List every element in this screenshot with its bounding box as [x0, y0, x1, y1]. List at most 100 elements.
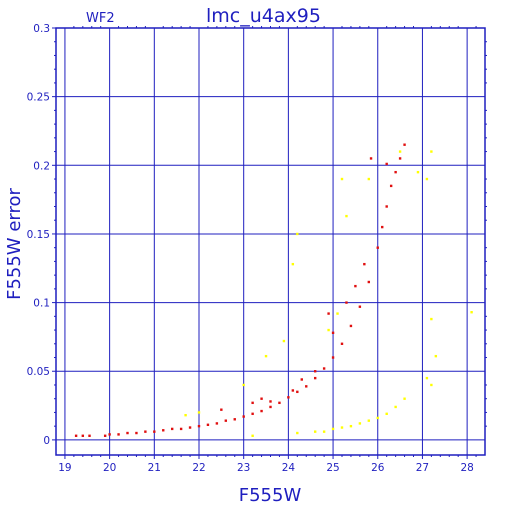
- yellow-data-point: [425, 376, 429, 380]
- yellow-data-point: [291, 262, 295, 266]
- red-data-point: [242, 415, 245, 418]
- plot-frame: [55, 27, 486, 456]
- red-data-point: [74, 434, 78, 437]
- yellow-data-point: [197, 411, 201, 414]
- yellow-data-point: [430, 383, 433, 387]
- red-data-point: [144, 430, 147, 433]
- red-data-point: [354, 284, 357, 288]
- yellow-data-point: [184, 413, 187, 417]
- red-data-point: [269, 405, 272, 409]
- yellow-data-point: [349, 424, 353, 428]
- red-data-point: [381, 225, 384, 229]
- panel-label: WF2: [86, 11, 115, 26]
- grid-lines: [56, 27, 485, 455]
- yellow-data-point: [251, 434, 254, 437]
- red-data-point: [313, 376, 317, 380]
- x-tick-label: 27: [416, 462, 429, 474]
- red-data-point: [313, 370, 317, 373]
- red-data-point: [327, 312, 330, 315]
- x-axis-label: F555W: [239, 485, 302, 506]
- red-data-point: [389, 184, 393, 188]
- chart-title: lmc_u4ax95: [206, 5, 321, 27]
- x-tick-label: 24: [282, 462, 296, 474]
- red-data-point: [88, 434, 91, 437]
- red-data-point: [376, 246, 379, 249]
- red-data-point: [126, 431, 129, 435]
- red-data-point: [220, 408, 223, 411]
- x-tick-label: 21: [148, 462, 161, 474]
- yellow-data-point: [470, 311, 473, 314]
- x-tick-label: 23: [237, 462, 250, 474]
- red-data-point: [291, 389, 295, 392]
- red-data-point: [394, 170, 397, 174]
- red-data-point: [296, 390, 299, 394]
- red-data-point: [251, 401, 254, 405]
- yellow-data-point: [264, 354, 268, 358]
- red-data-point: [135, 431, 138, 435]
- red-data-point: [103, 434, 107, 437]
- yellow-data-point: [242, 383, 245, 387]
- x-tick-label: 22: [192, 462, 205, 474]
- yellow-data-point: [296, 232, 299, 236]
- red-data-point: [300, 378, 303, 381]
- yellow-data-point: [376, 416, 379, 420]
- red-data-point: [331, 356, 335, 359]
- y-axis-label: F555W error: [4, 188, 25, 300]
- x-tick-label: 28: [460, 462, 473, 474]
- yellow-data-point: [340, 177, 344, 181]
- red-data-point: [260, 409, 263, 413]
- red-data-point: [305, 385, 308, 388]
- red-data-point: [108, 433, 111, 436]
- x-tick-label: 26: [371, 462, 385, 474]
- red-data-point: [188, 426, 192, 429]
- red-data-point: [345, 301, 348, 304]
- yellow-data-point: [331, 427, 335, 431]
- yellow-data-point: [340, 426, 344, 429]
- yellow-data-point: [430, 150, 433, 153]
- red-data-point: [170, 427, 174, 431]
- x-tick-labels: 19 20 21 22 23 24 25 26 27 28: [58, 462, 474, 474]
- yellow-data-point: [282, 339, 286, 343]
- yellow-data-point: [327, 328, 330, 332]
- red-data-point: [215, 422, 219, 425]
- y-tick-label: 0.05: [27, 366, 50, 378]
- yellow-data-point: [430, 317, 433, 321]
- red-data-point: [260, 397, 263, 400]
- yellow-data-point: [425, 177, 429, 181]
- red-data-point: [287, 396, 290, 399]
- red-data-point: [153, 430, 156, 433]
- red-data-point: [369, 157, 373, 160]
- y-tick-label: 0.3: [33, 23, 50, 35]
- red-data-point: [403, 143, 406, 146]
- tick-marks: [52, 26, 487, 459]
- yellow-data-point: [296, 431, 299, 435]
- y-tick-label: 0: [43, 435, 50, 447]
- yellow-data-point: [345, 214, 348, 218]
- yellow-data-point: [367, 177, 371, 181]
- y-tick-label: 0.15: [27, 229, 50, 241]
- red-data-point: [224, 419, 228, 422]
- y-tick-label: 0.2: [33, 160, 50, 172]
- x-tick-label: 19: [58, 462, 71, 474]
- red-data-point: [269, 400, 272, 403]
- red-data-point: [179, 427, 183, 431]
- red-data-point: [367, 280, 371, 284]
- red-data-point: [398, 157, 402, 160]
- red-data-point: [331, 331, 335, 335]
- y-tick-labels: 0 0.05 0.1 0.15 0.2 0.25 0.3: [27, 23, 50, 447]
- yellow-data-point: [322, 430, 326, 433]
- yellow-data-point: [385, 412, 388, 416]
- yellow-data-point: [394, 405, 397, 409]
- red-data-point: [363, 262, 366, 266]
- y-tick-label: 0.1: [33, 298, 50, 310]
- red-data-point: [81, 434, 85, 437]
- data-points: [74, 143, 473, 437]
- red-data-point: [385, 162, 388, 166]
- red-data-point: [251, 412, 254, 416]
- x-tick-label: 20: [103, 462, 116, 474]
- yellow-data-point: [434, 354, 438, 358]
- yellow-data-point: [403, 397, 406, 400]
- red-data-point: [206, 423, 210, 426]
- y-tick-label: 0.25: [27, 92, 50, 104]
